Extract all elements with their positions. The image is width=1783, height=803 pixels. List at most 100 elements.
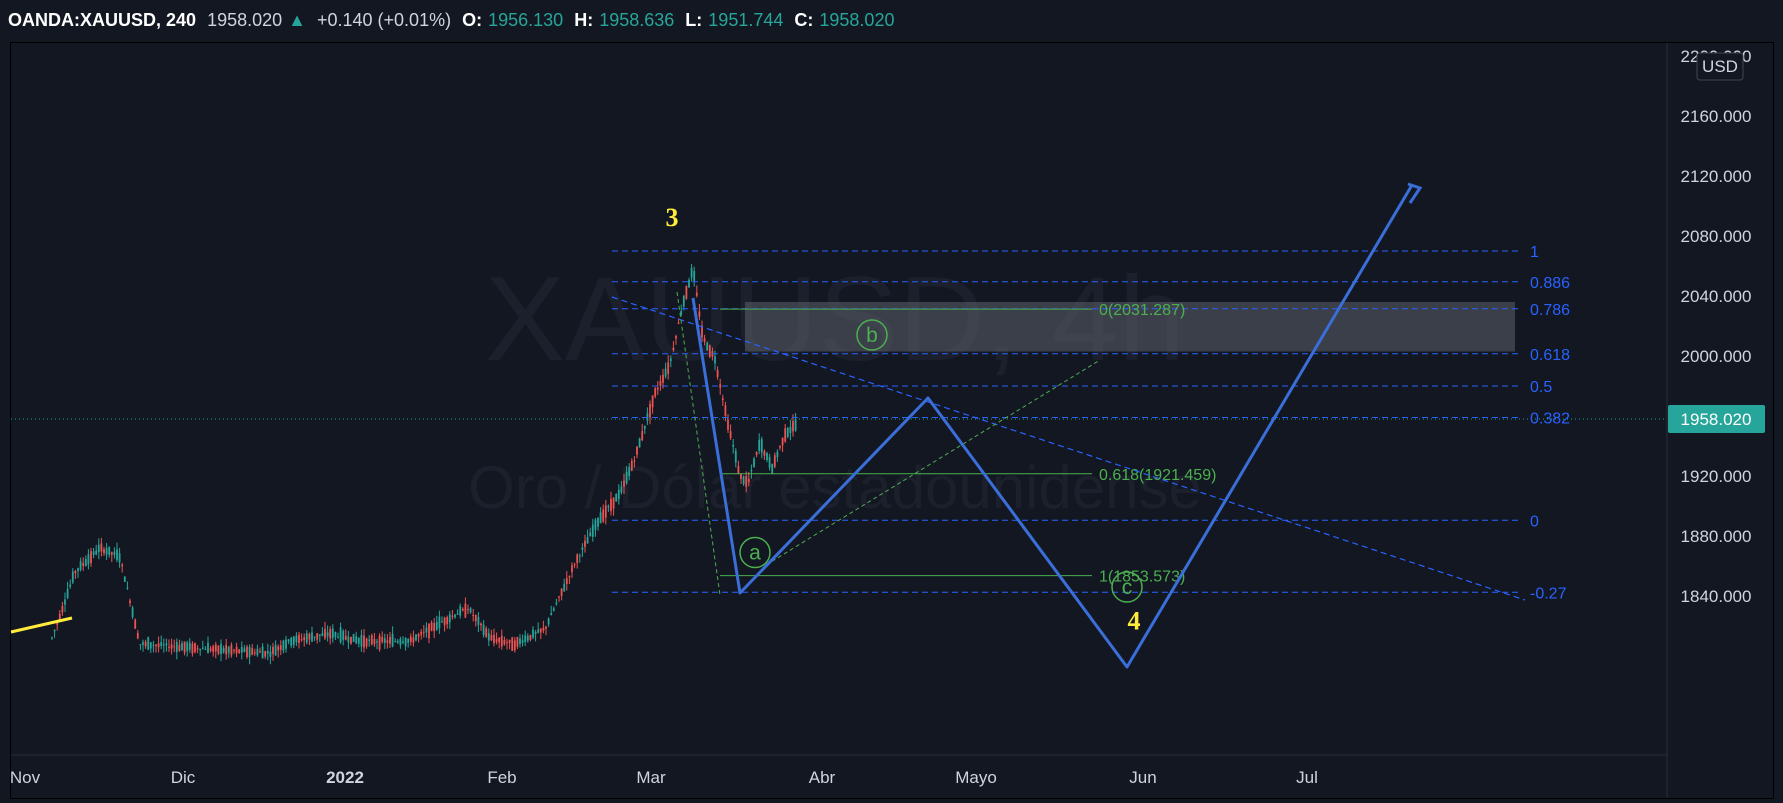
price-tick-label: 1840.000	[1681, 587, 1752, 606]
candle-body	[51, 637, 53, 639]
candle-body	[326, 632, 329, 637]
fib-level-label: 0.618	[1530, 347, 1570, 364]
candle-body	[695, 292, 698, 296]
candle-body	[58, 613, 61, 621]
candle-body	[742, 476, 745, 484]
candle-body	[311, 632, 313, 642]
candle-body	[703, 338, 706, 342]
wave-number-label: 3	[666, 203, 679, 232]
candle-body	[524, 635, 527, 643]
candle-body	[74, 571, 77, 574]
candle-body	[136, 632, 139, 639]
candle-body	[227, 646, 230, 653]
candle-body	[558, 596, 560, 598]
price-tick-label: 1920.000	[1681, 467, 1752, 486]
candle-body	[467, 608, 469, 610]
candle-body	[643, 425, 646, 429]
candle-body	[682, 295, 685, 307]
time-axis[interactable]: Nov Dic 2022 Feb Mar Abr Mayo Jun Jul	[10, 768, 1318, 787]
candle-body	[261, 646, 264, 659]
candle-body	[71, 571, 74, 583]
candle-body	[758, 439, 761, 451]
candle-body	[568, 576, 571, 578]
candle-body	[716, 370, 719, 377]
candle-body	[316, 633, 319, 640]
candle-body	[126, 587, 129, 589]
candle-body	[727, 419, 729, 430]
high-value: 1958.636	[599, 10, 675, 30]
candle-body	[719, 384, 722, 388]
candle-body	[493, 634, 495, 644]
candle-body	[584, 540, 586, 547]
candle-body	[337, 636, 339, 638]
candle-body	[594, 519, 597, 531]
candle-body	[274, 645, 277, 656]
candle-body	[599, 512, 602, 524]
candle-body	[578, 555, 581, 557]
candle-body	[420, 631, 423, 635]
candle-body	[573, 564, 576, 566]
candle-body	[451, 615, 454, 617]
candle-body	[630, 461, 633, 471]
candle-body	[794, 419, 797, 431]
candle-body	[342, 630, 345, 640]
candle-body	[500, 635, 503, 647]
candle-body	[402, 641, 404, 643]
candle-body	[503, 639, 506, 645]
time-tick-label: Abr	[809, 768, 836, 787]
candle-body	[175, 641, 178, 652]
wave-projection-path	[691, 184, 1414, 669]
candle-body	[139, 644, 142, 646]
candle-body	[238, 649, 241, 653]
candle-body	[602, 509, 605, 522]
candle-body	[490, 635, 493, 641]
candle-body	[786, 428, 789, 437]
candle-body	[482, 624, 485, 635]
candle-body	[285, 639, 287, 649]
candle-body	[409, 636, 412, 642]
candle-body	[773, 455, 776, 467]
symbol-label[interactable]: OANDA:XAUUSD, 240	[8, 10, 197, 30]
candle-body	[623, 480, 625, 487]
candle-body	[708, 345, 711, 357]
candle-body	[433, 623, 436, 632]
candle-body	[298, 634, 300, 643]
candle-body	[253, 652, 256, 654]
close-value: 1958.020	[819, 10, 895, 30]
time-tick-label: 2022	[326, 768, 364, 787]
candle-body	[79, 561, 82, 570]
wave-labels: 3 a b c 4	[666, 203, 1143, 636]
candle-body	[633, 460, 636, 462]
time-tick-label: Jun	[1129, 768, 1156, 787]
candle-body	[243, 648, 246, 652]
candle-body	[698, 311, 701, 317]
open-value: 1956.130	[488, 10, 564, 30]
candle-body	[256, 648, 259, 656]
candle-body	[669, 358, 672, 361]
candle-body	[550, 613, 553, 616]
fib-level-label: 0.382	[1530, 411, 1570, 428]
candle-body	[563, 583, 566, 592]
chart-frame[interactable]	[10, 42, 1774, 799]
candle-body	[230, 644, 233, 656]
candle-body	[87, 554, 90, 565]
candle-body	[155, 644, 157, 646]
wave-letter-circle	[856, 319, 888, 351]
candle-body	[313, 636, 316, 638]
time-tick-label: Mar	[636, 768, 666, 787]
candle-body	[363, 635, 365, 648]
price-axis[interactable]: 2200.0002160.0002120.0002080.0002040.000…	[1681, 47, 1752, 606]
candle-body	[282, 640, 285, 651]
candle-body	[321, 632, 324, 636]
candle-body	[532, 629, 534, 638]
candle-body	[649, 404, 651, 418]
candle-body	[194, 643, 196, 653]
candle-body	[324, 628, 326, 639]
candle-body	[771, 463, 774, 474]
candle-body	[526, 635, 529, 641]
candle-body	[576, 554, 579, 563]
candle-body	[53, 629, 56, 632]
currency-label[interactable]: USD	[1696, 52, 1744, 81]
candle-body	[760, 439, 763, 453]
